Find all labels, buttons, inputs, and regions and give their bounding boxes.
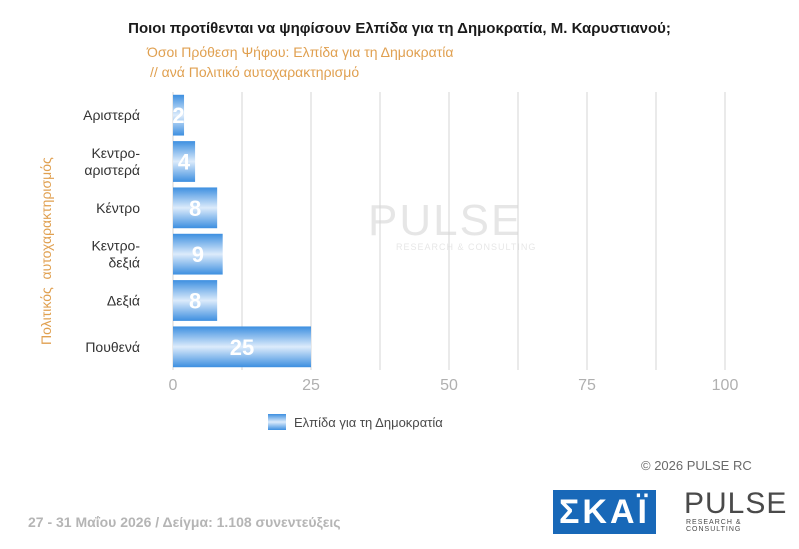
bar-value-label: 2 bbox=[172, 103, 184, 128]
x-tick-label: 50 bbox=[440, 377, 458, 394]
watermark-tagline: RESEARCH & CONSULTING bbox=[396, 242, 537, 252]
category-label: Κεντρο- bbox=[91, 145, 140, 161]
bar bbox=[173, 233, 223, 275]
bar-value-label: 4 bbox=[178, 150, 191, 175]
legend: Ελπίδα για τη Δημοκρατία bbox=[268, 414, 443, 430]
bars: 2 4 8 9 8 25 bbox=[172, 94, 311, 368]
x-tick-label: 100 bbox=[712, 377, 739, 394]
bar bbox=[173, 94, 185, 136]
pulse-logo-text: PULSE bbox=[684, 487, 788, 520]
bar bbox=[173, 326, 311, 368]
category-label: Πουθενά bbox=[85, 339, 140, 355]
x-tick-labels: 0 25 50 75 100 bbox=[169, 377, 739, 394]
pulse-watermark: PULSE RESEARCH & CONSULTING bbox=[368, 196, 536, 252]
x-tick-label: 75 bbox=[578, 377, 596, 394]
category-label: δεξιά bbox=[108, 255, 140, 271]
category-label: Δεξιά bbox=[107, 293, 140, 309]
bar-value-label: 8 bbox=[189, 289, 201, 314]
category-label: Αριστερά bbox=[83, 107, 140, 123]
chart-title: Ποιοι προτίθενται να ψηφίσουν Ελπίδα για… bbox=[128, 20, 671, 37]
watermark-brand: PULSE bbox=[368, 196, 523, 245]
pulse-logo: PULSE RESEARCH & CONSULTING bbox=[664, 487, 799, 533]
category-label: αριστερά bbox=[84, 162, 140, 178]
bar bbox=[173, 187, 218, 229]
skai-logo: ΣΚΑΪ bbox=[553, 490, 656, 534]
legend-label: Ελπίδα για τη Δημοκρατία bbox=[294, 414, 443, 430]
pulse-logo-tagline: RESEARCH & CONSULTING bbox=[686, 519, 742, 533]
gridlines bbox=[172, 92, 726, 370]
category-label: Κεντρο- bbox=[91, 238, 140, 254]
category-label: Κέντρο bbox=[96, 200, 140, 216]
bar bbox=[173, 280, 218, 321]
legend-swatch bbox=[268, 414, 286, 430]
bar bbox=[173, 141, 196, 182]
copyright: © 2026 PULSE RC bbox=[641, 458, 752, 473]
chart-subtitle-2: // ανά Πολιτικό αυτοχαρακτηρισμό bbox=[150, 64, 360, 80]
bar-value-label: 8 bbox=[189, 196, 201, 221]
bar-value-label: 9 bbox=[192, 242, 204, 267]
bar-value-label: 25 bbox=[230, 335, 254, 360]
category-labels: Αριστερά Κεντρο-αριστερά Κέντρο Κεντρο-δεξι… bbox=[83, 107, 140, 355]
chart-subtitle: Όσοι Πρόθεση Ψήφου: Ελπίδα για τη Δημοκρ… bbox=[147, 44, 454, 60]
x-tick-label: 25 bbox=[302, 377, 320, 394]
footer-date-sample: 27 - 31 Μαΐου 2026 / Δείγμα: 1.108 συνεν… bbox=[28, 514, 341, 530]
x-tick-label: 0 bbox=[169, 377, 178, 394]
